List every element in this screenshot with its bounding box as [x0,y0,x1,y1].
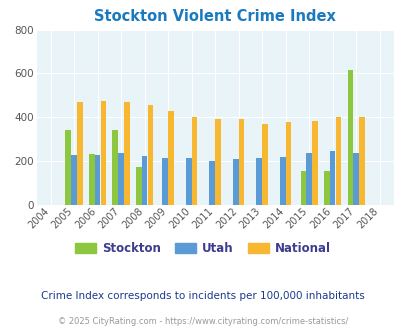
Bar [238,119,244,205]
Bar [112,130,118,205]
Bar [89,154,94,205]
Bar [147,105,153,205]
Bar [311,121,317,205]
Bar [335,117,341,205]
Bar [262,124,267,205]
Bar [347,70,352,205]
Bar [77,102,83,205]
Bar [352,153,358,205]
Bar [185,158,191,205]
Text: Crime Index corresponds to incidents per 100,000 inhabitants: Crime Index corresponds to incidents per… [41,291,364,301]
Bar [329,151,335,205]
Bar [209,161,215,205]
Bar [306,152,311,205]
Bar [215,119,220,205]
Title: Stockton Violent Crime Index: Stockton Violent Crime Index [94,9,335,24]
Legend: Stockton, Utah, National: Stockton, Utah, National [70,237,335,260]
Bar [256,158,261,205]
Text: © 2025 CityRating.com - https://www.cityrating.com/crime-statistics/: © 2025 CityRating.com - https://www.city… [58,317,347,326]
Bar [300,171,305,205]
Bar [279,157,285,205]
Bar [168,111,173,205]
Bar [285,122,291,205]
Bar [118,152,124,205]
Bar [65,130,71,205]
Bar [100,101,106,205]
Bar [323,171,329,205]
Bar [232,159,238,205]
Bar [71,155,77,205]
Bar [136,167,141,205]
Bar [191,117,197,205]
Bar [141,156,147,205]
Bar [358,117,364,205]
Bar [162,158,168,205]
Bar [95,155,100,205]
Bar [124,102,130,205]
